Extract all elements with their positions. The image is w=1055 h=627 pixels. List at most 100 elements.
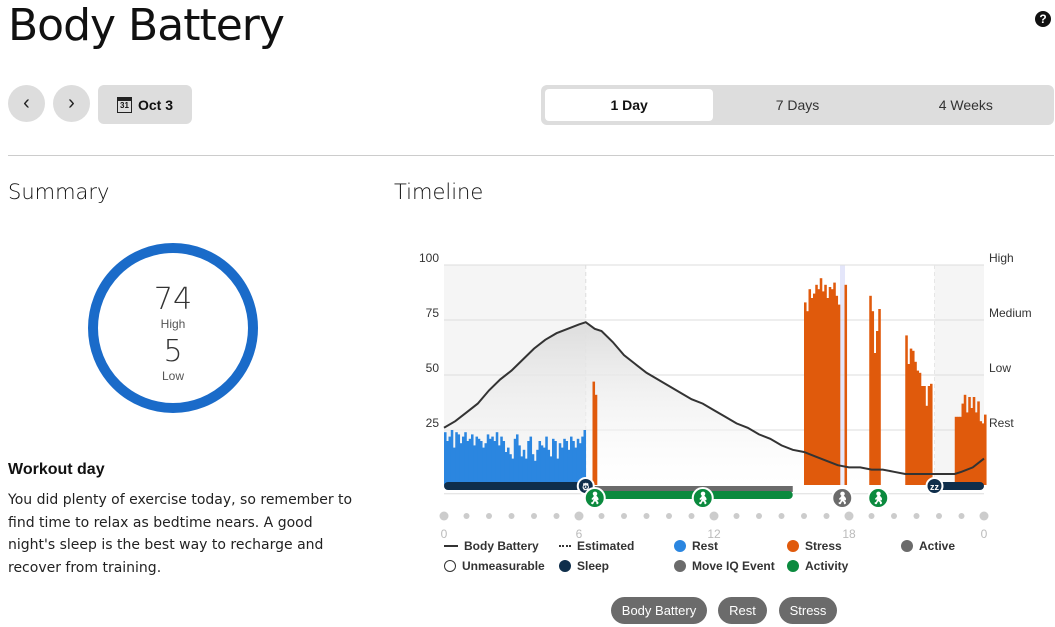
walk-icon: 🚶︎ xyxy=(691,487,714,509)
rest-bar xyxy=(529,436,533,485)
hour-dot xyxy=(508,513,515,519)
event-marker xyxy=(691,487,714,509)
stress-bar xyxy=(831,289,834,485)
insight-text: You did plenty of exercise today, so rem… xyxy=(8,492,353,576)
zzz-icon: zz xyxy=(925,477,944,495)
rest-bar xyxy=(547,449,551,485)
legend-body-battery: Body Battery xyxy=(444,539,539,553)
stress-bar xyxy=(957,416,960,485)
hour-dot xyxy=(958,513,965,519)
walk-icon: 🚶︎ xyxy=(831,487,854,509)
hour-dot xyxy=(463,513,470,519)
stress-bar xyxy=(876,331,879,485)
rest-bar xyxy=(554,441,557,485)
previous-day-button[interactable]: ‹ xyxy=(8,85,45,122)
event-marker xyxy=(583,487,606,509)
hour-dot xyxy=(936,513,942,519)
stress-bar xyxy=(905,335,908,485)
stress-bar xyxy=(817,289,821,485)
rest-bar xyxy=(493,441,497,485)
rest-bar xyxy=(486,434,490,485)
stress-bar xyxy=(826,298,830,485)
rest-bar xyxy=(459,443,463,485)
low-label: Low xyxy=(161,369,184,383)
stress-bar xyxy=(912,350,915,485)
rest-bar xyxy=(446,441,449,485)
rest-bar xyxy=(543,447,546,485)
toggle-rest[interactable]: Rest xyxy=(718,597,767,624)
rest-bar xyxy=(516,434,519,485)
rest-bar xyxy=(538,441,542,485)
right-zone-label: High xyxy=(989,251,1014,265)
stress-bar xyxy=(828,287,832,485)
hour-dot xyxy=(756,513,762,519)
stress-bar xyxy=(871,311,875,485)
hour-dot xyxy=(666,513,672,519)
sleep-bar xyxy=(444,482,586,490)
stress-bar xyxy=(916,370,920,485)
next-day-button[interactable]: › xyxy=(53,85,90,122)
rest-bar xyxy=(545,436,548,485)
range-1-day[interactable]: 1 Day xyxy=(545,89,714,121)
rest-bar xyxy=(552,438,555,485)
rest-bar xyxy=(498,445,501,485)
rest-bar xyxy=(556,458,560,485)
toggle-body-battery[interactable]: Body Battery xyxy=(611,597,707,624)
hour-dot xyxy=(733,513,740,519)
activity-bar xyxy=(590,491,793,499)
rest-bar xyxy=(491,436,494,485)
rest-bar xyxy=(464,432,467,485)
rest-bar xyxy=(495,432,499,485)
stress-bar xyxy=(815,284,818,485)
walk-icon: 🚶︎ xyxy=(695,491,710,505)
help-icon[interactable]: ? xyxy=(1035,11,1051,27)
hour-dot xyxy=(891,513,897,519)
right-zone-label: Low xyxy=(989,361,1011,375)
stress-bar xyxy=(833,282,836,485)
calendar-icon: 31 xyxy=(116,96,132,113)
stress-bar xyxy=(970,408,974,485)
event-marker xyxy=(867,487,890,509)
hour-dot xyxy=(553,513,560,519)
legend-activity: Activity xyxy=(787,559,848,573)
hour-dot xyxy=(486,513,492,519)
rest-bar xyxy=(471,434,474,485)
legend-sleep: Sleep xyxy=(559,559,609,573)
legend-move-iq: Move IQ Event xyxy=(674,559,775,573)
rest-bar xyxy=(567,449,571,485)
stress-bar xyxy=(907,364,911,485)
rest-bar xyxy=(450,430,454,485)
low-value: 5 xyxy=(163,334,183,369)
rest-bar xyxy=(563,438,566,485)
range-4-weeks[interactable]: 4 Weeks xyxy=(938,97,993,113)
stress-bar xyxy=(808,289,812,485)
date-picker-button[interactable]: 31 Oct 3 xyxy=(98,85,192,124)
stress-bar xyxy=(918,372,922,485)
rest-bar xyxy=(509,454,512,485)
zzz-icon: zz xyxy=(930,482,940,492)
walk-icon: 🚶︎ xyxy=(871,491,886,505)
rest-bar xyxy=(518,445,521,485)
hour-dot xyxy=(844,511,854,521)
stress-bar xyxy=(819,278,823,485)
stress-bar xyxy=(813,293,816,485)
stress-bar xyxy=(930,383,933,485)
stress-bar xyxy=(909,348,913,485)
hour-dot xyxy=(778,513,785,519)
stress-bar xyxy=(878,309,881,485)
x-tick-label: 0 xyxy=(981,527,988,541)
stress-bar xyxy=(981,423,985,485)
rest-bar xyxy=(448,436,452,485)
stress-bar xyxy=(592,381,596,485)
rest-bar xyxy=(549,456,553,485)
hour-dot xyxy=(823,513,830,519)
rest-bar xyxy=(502,441,506,485)
date-label: Oct 3 xyxy=(137,96,173,113)
stress-bar xyxy=(804,302,807,485)
rest-bar xyxy=(561,447,564,485)
y-tick-label: 25 xyxy=(426,416,440,430)
range-7-days[interactable]: 7 Days xyxy=(775,97,820,113)
toggle-stress[interactable]: Stress xyxy=(779,597,837,624)
stress-bar xyxy=(837,304,841,485)
